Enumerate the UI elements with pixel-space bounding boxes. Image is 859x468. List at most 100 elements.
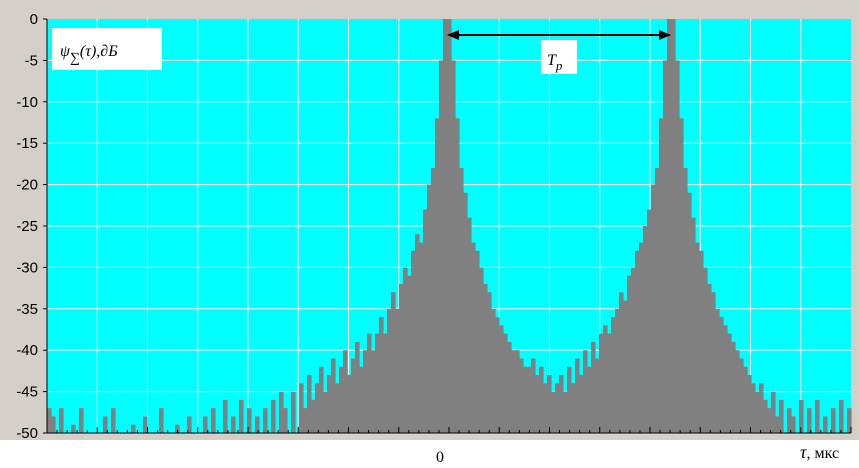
data-bar xyxy=(271,399,276,433)
data-bar xyxy=(591,341,596,433)
data-bar xyxy=(347,375,352,433)
data-bar xyxy=(79,408,84,433)
data-bar xyxy=(471,242,476,433)
data-bar xyxy=(131,424,136,433)
data-bar xyxy=(375,333,380,433)
data-bar xyxy=(483,283,488,433)
data-bar xyxy=(223,399,228,433)
data-bar xyxy=(407,275,412,433)
data-bar xyxy=(291,391,296,433)
data-bar xyxy=(371,350,376,433)
data-bar xyxy=(619,292,624,433)
data-bar xyxy=(303,408,308,433)
data-bar xyxy=(51,416,56,433)
data-bar xyxy=(467,217,472,433)
data-bar xyxy=(763,399,768,433)
data-bar xyxy=(103,416,108,433)
data-bar xyxy=(735,350,740,433)
data-bar xyxy=(771,391,776,433)
period-label-box xyxy=(541,40,577,74)
data-bar xyxy=(547,375,552,433)
data-bar xyxy=(615,308,620,433)
data-bar xyxy=(603,325,608,433)
data-bar xyxy=(503,333,508,433)
ylabel-box xyxy=(52,28,162,70)
y-tick-label: -45 xyxy=(16,384,38,401)
data-bar xyxy=(559,375,564,433)
data-bar xyxy=(527,366,532,433)
data-bar xyxy=(839,399,844,433)
data-bar xyxy=(359,366,364,433)
data-bar xyxy=(675,60,680,434)
data-bar xyxy=(323,391,328,433)
data-bar xyxy=(699,250,704,433)
data-bar xyxy=(663,60,668,434)
data-bar xyxy=(847,408,852,433)
data-bar xyxy=(579,375,584,433)
data-bar xyxy=(587,366,592,433)
data-bar xyxy=(491,308,496,433)
data-bar xyxy=(655,168,660,434)
data-bar xyxy=(499,325,504,433)
data-bar xyxy=(523,366,528,433)
data-bar xyxy=(775,416,780,433)
y-tick-label: -30 xyxy=(16,259,38,276)
y-tick-label: -40 xyxy=(16,342,38,359)
data-bar xyxy=(299,383,304,433)
data-bar xyxy=(743,366,748,433)
data-bar xyxy=(455,118,460,434)
y-tick-label: -15 xyxy=(16,135,38,152)
data-bar xyxy=(247,408,252,433)
data-bar xyxy=(543,383,548,433)
y-tick-label: 0 xyxy=(30,11,38,28)
data-bar xyxy=(203,416,208,433)
data-bar xyxy=(395,308,400,433)
data-bar xyxy=(667,19,672,433)
data-bar xyxy=(175,424,180,433)
data-bar xyxy=(691,217,696,433)
data-bar xyxy=(487,292,492,433)
data-bar xyxy=(575,358,580,433)
data-bar xyxy=(427,184,432,433)
data-bar xyxy=(583,350,588,433)
data-bar xyxy=(47,408,52,433)
data-bar xyxy=(755,391,760,433)
y-tick-label: -20 xyxy=(16,177,38,194)
data-bar xyxy=(599,333,604,433)
data-bar xyxy=(831,408,836,433)
data-bar xyxy=(475,250,480,433)
data-bar xyxy=(143,416,148,433)
data-bar xyxy=(451,60,456,434)
data-bar xyxy=(531,358,536,433)
ylabel-text: ψ∑(τ),∂Б xyxy=(60,43,118,66)
data-bar xyxy=(563,391,568,433)
period-arrowhead-left xyxy=(447,30,459,40)
data-bar xyxy=(595,358,600,433)
data-bar xyxy=(391,292,396,433)
data-bar xyxy=(711,292,716,433)
data-bar xyxy=(571,383,576,433)
y-tick-label: -50 xyxy=(16,425,38,442)
data-bar xyxy=(807,408,812,433)
period-annotation: Tp xyxy=(447,30,671,74)
y-tick-label: -25 xyxy=(16,218,38,235)
data-bar xyxy=(791,416,796,433)
data-bar xyxy=(739,358,744,433)
data-bar xyxy=(635,250,640,433)
data-bar xyxy=(519,358,524,433)
y-tick-label: -35 xyxy=(16,301,38,318)
period-arrowhead-right xyxy=(659,30,671,40)
data-bar xyxy=(511,350,516,433)
data-bar xyxy=(727,333,732,433)
data-bar xyxy=(431,168,436,434)
data-bar xyxy=(687,192,692,433)
x-axis-label: τ, мкс xyxy=(800,442,839,462)
data-bar xyxy=(379,317,384,433)
x-zero-label: 0 xyxy=(436,449,444,466)
data-bar xyxy=(315,383,320,433)
data-bar xyxy=(443,19,448,433)
data-bar xyxy=(307,375,312,433)
data-bar xyxy=(535,375,540,433)
data-bar xyxy=(703,267,708,433)
